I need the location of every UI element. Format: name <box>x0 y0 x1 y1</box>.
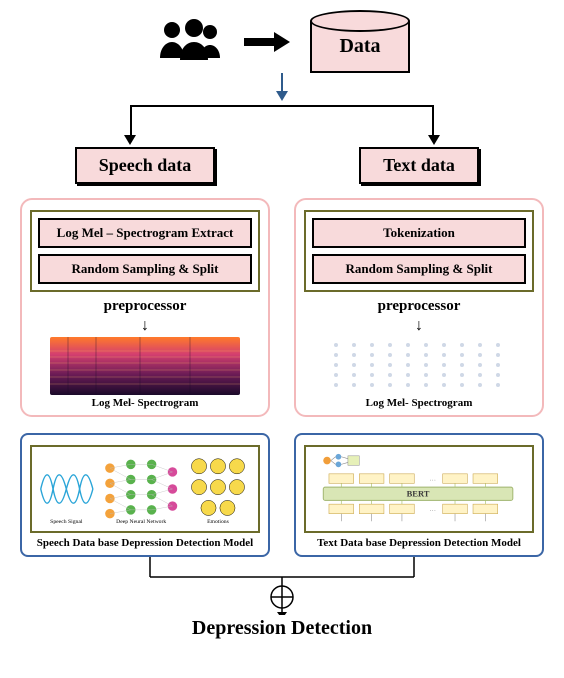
combine-connector <box>0 557 564 615</box>
speech-model-panel: Speech Signal Deep <box>20 433 270 557</box>
text-steps-group: Tokenization Random Sampling & Split <box>304 210 534 292</box>
branch-speech: Speech data Log Mel – Spectrogram Extrac… <box>18 147 272 557</box>
split-connector <box>60 105 504 147</box>
branches-row: Speech data Log Mel – Spectrogram Extrac… <box>0 147 564 557</box>
token-grid-viz <box>324 337 514 395</box>
model-part-label: Deep Neural Network <box>116 519 166 525</box>
database-icon: Data <box>310 10 410 73</box>
viz-caption: Log Mel- Spectrogram <box>366 397 473 409</box>
model-caption: Text Data base Depression Detection Mode… <box>317 537 521 549</box>
step-label: Random Sampling & Split <box>345 261 492 276</box>
speech-model-diagram: Speech Signal Deep <box>30 445 260 533</box>
data-label: Data <box>339 35 380 58</box>
step-box: Random Sampling & Split <box>312 254 526 284</box>
arrow-down-icon: ↓ <box>141 317 149 335</box>
model-caption: Speech Data base Depression Detection Mo… <box>37 537 253 549</box>
text-model-panel: … BERT … <box>294 433 544 557</box>
step-box: Log Mel – Spectrogram Extract <box>38 218 252 248</box>
text-model-diagram: … BERT … <box>304 445 534 533</box>
model-part-label: Emotions <box>207 519 229 525</box>
step-box: Tokenization <box>312 218 526 248</box>
branch-text: Text data Tokenization Random Sampling &… <box>292 147 546 557</box>
step-box: Random Sampling & Split <box>38 254 252 284</box>
step-label: Tokenization <box>383 225 455 240</box>
speech-steps-group: Log Mel – Spectrogram Extract Random Sam… <box>30 210 260 292</box>
arrow-right-icon <box>244 32 290 52</box>
step-label: Log Mel – Spectrogram Extract <box>57 225 234 240</box>
speech-preprocess-panel: Log Mel – Spectrogram Extract Random Sam… <box>20 198 270 417</box>
speech-title-box: Speech data <box>75 147 216 184</box>
model-part-label: Speech Signal <box>50 519 83 525</box>
branch-title: Speech data <box>99 155 192 175</box>
text-title-box: Text data <box>359 147 479 184</box>
step-label: Random Sampling & Split <box>71 261 218 276</box>
arrow-down-icon: ↓ <box>415 317 423 335</box>
svg-text:…: … <box>429 506 436 513</box>
text-preprocess-panel: Tokenization Random Sampling & Split pre… <box>294 198 544 417</box>
branch-title: Text data <box>383 155 455 175</box>
svg-text:…: … <box>429 475 436 482</box>
people-icon <box>154 18 224 66</box>
output-label: Depression Detection <box>0 617 564 640</box>
preprocessor-label: preprocessor <box>104 298 187 315</box>
viz-caption: Log Mel- Spectrogram <box>92 397 199 409</box>
connector-data-down <box>0 73 564 101</box>
spectrogram-viz <box>50 337 240 395</box>
header-row: Data <box>0 0 564 73</box>
model-part-label: BERT <box>407 489 430 499</box>
preprocessor-label: preprocessor <box>378 298 461 315</box>
